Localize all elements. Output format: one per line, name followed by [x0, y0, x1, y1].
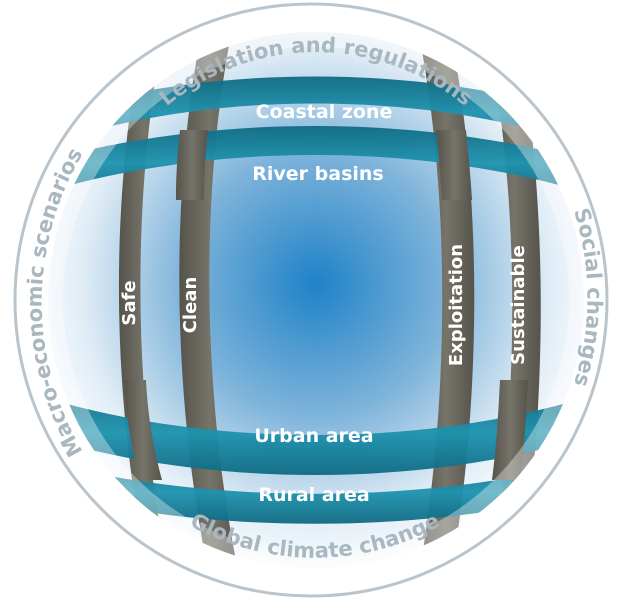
label-rural-area: Rural area — [258, 484, 369, 506]
weave-sustainable-lower — [492, 380, 528, 480]
band-coastal-zone — [48, 76, 584, 150]
band-urban-area — [48, 390, 584, 475]
label-sustainable: Sustainable — [508, 245, 529, 365]
weave-safe-lower — [124, 380, 162, 480]
label-exploitation: Exploitation — [446, 244, 467, 366]
band-rural-area — [48, 460, 584, 524]
label-urban-area: Urban area — [254, 425, 373, 447]
label-safe: Safe — [119, 280, 140, 325]
label-clean: Clean — [180, 277, 201, 334]
weave-exploitation-upper — [436, 130, 472, 200]
label-coastal-zone: Coastal zone — [256, 101, 393, 123]
weave-clean-upper — [176, 130, 208, 200]
label-river-basins: River basins — [252, 163, 383, 185]
